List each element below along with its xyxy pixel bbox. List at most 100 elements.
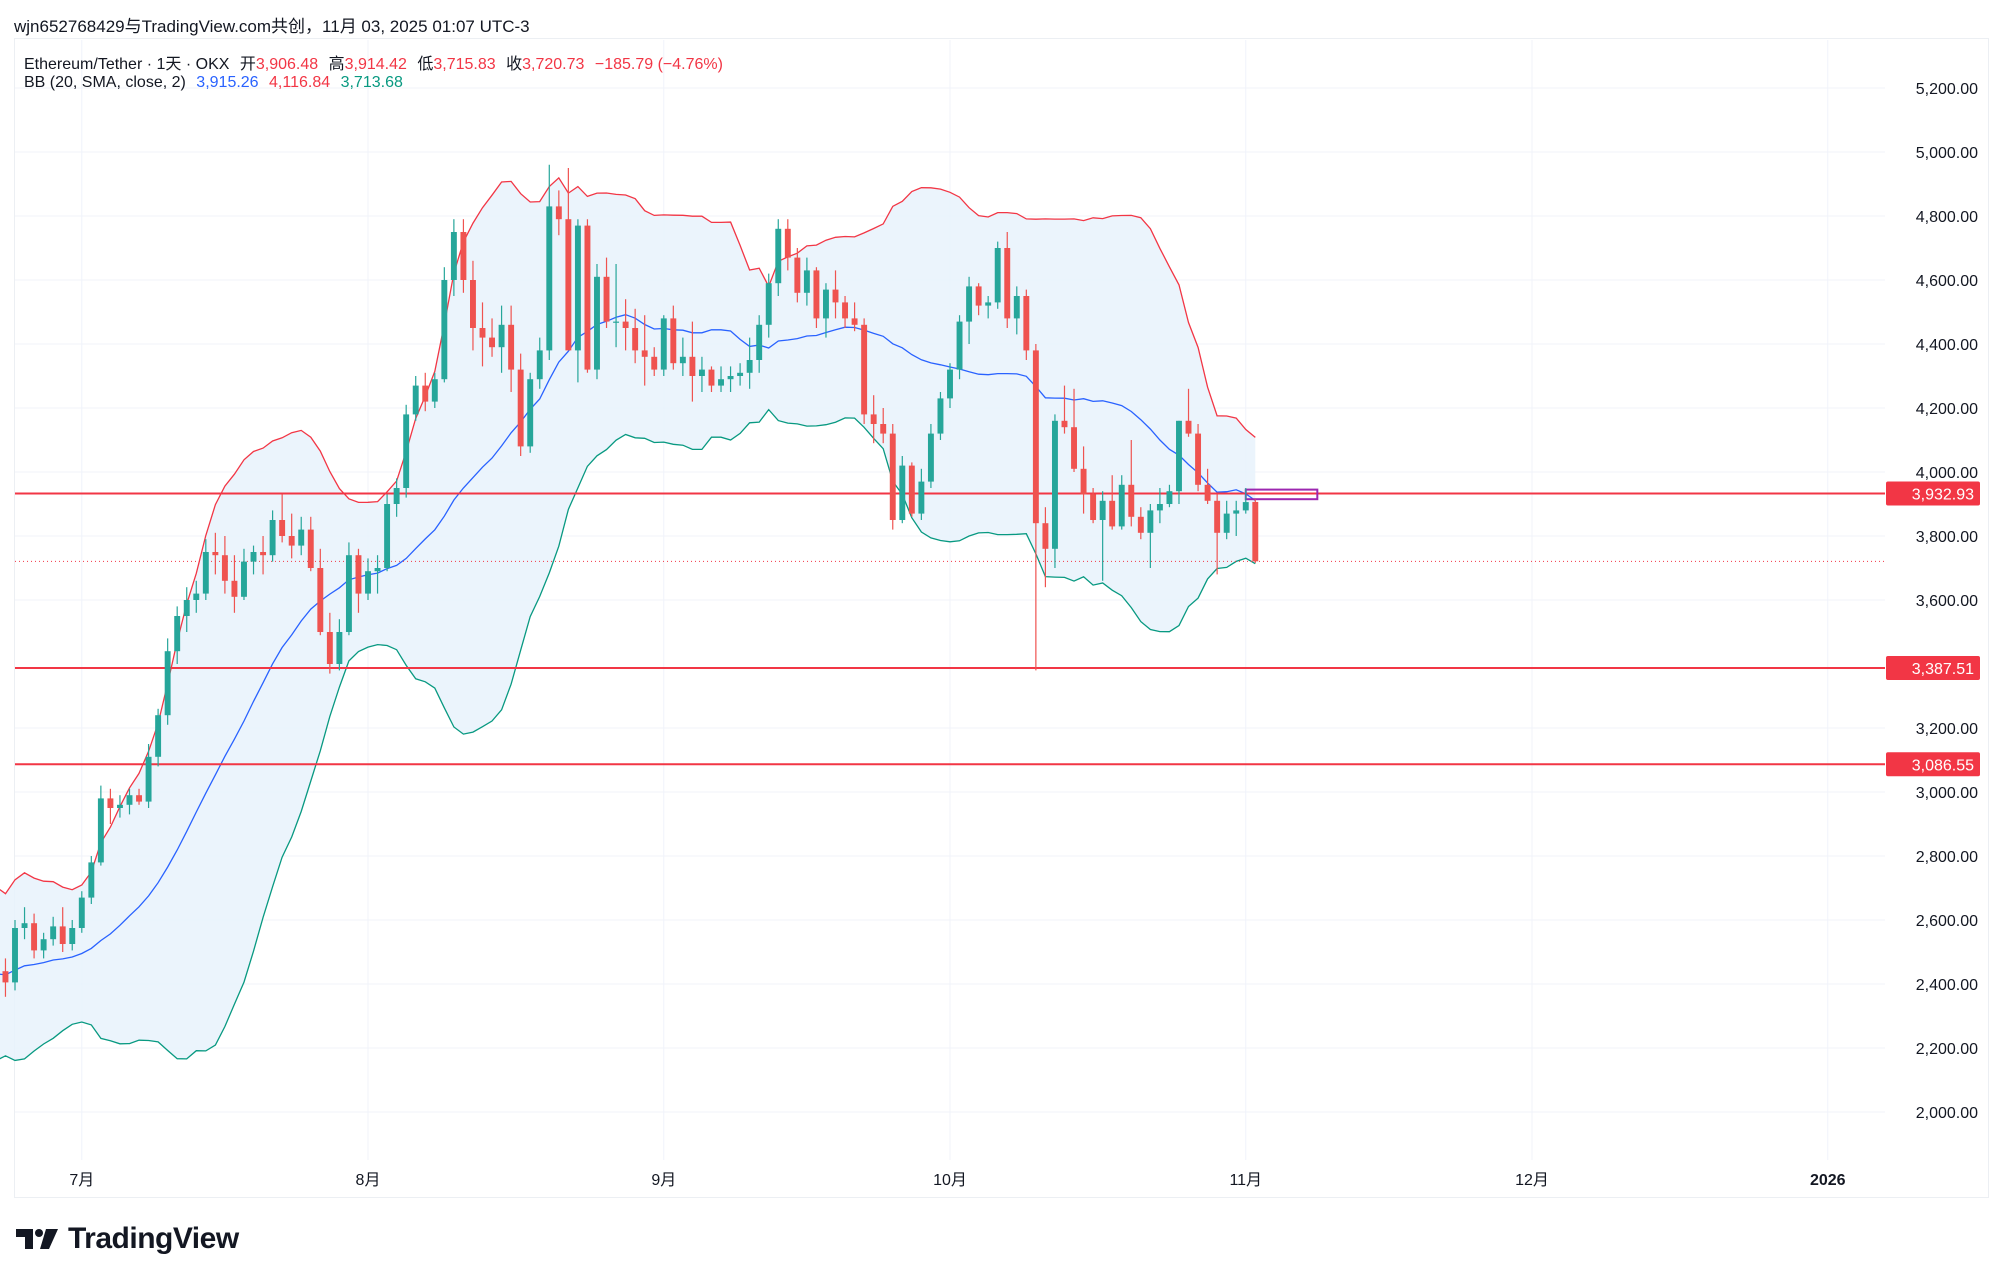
- candle: [1137, 507, 1144, 540]
- candle-body: [975, 286, 982, 306]
- candle-body: [1061, 420, 1068, 428]
- candle-body: [145, 756, 152, 802]
- candle: [384, 494, 391, 572]
- candle-body: [422, 385, 429, 402]
- candle-body: [794, 257, 801, 293]
- symbol-label: Ethereum/Tether · 1天 · OKX: [24, 56, 230, 73]
- price-tick-label: 5,200.00: [1916, 81, 1978, 98]
- candle: [422, 372, 429, 412]
- candle: [145, 744, 152, 808]
- candle: [1214, 494, 1221, 575]
- candle: [59, 907, 66, 952]
- candle: [403, 404, 410, 498]
- candle: [431, 372, 438, 408]
- candle-body: [50, 926, 57, 940]
- bb-legend: BB (20, SMA, close, 2) 3,915.26 4,116.84…: [24, 74, 409, 92]
- level-price-tag: [1886, 655, 1980, 680]
- candle-body: [116, 804, 123, 808]
- candle: [1004, 232, 1011, 328]
- time-tick-label: 8月: [356, 1172, 381, 1189]
- candle: [1051, 414, 1058, 568]
- candle: [1147, 504, 1154, 568]
- candle: [193, 580, 200, 613]
- candle: [498, 305, 505, 373]
- candle: [832, 270, 839, 319]
- candle: [622, 299, 629, 351]
- candle-body: [288, 536, 295, 546]
- candle: [69, 920, 76, 951]
- candle: [584, 219, 591, 373]
- candle-body: [355, 555, 362, 594]
- candlestick-chart[interactable]: 5,200.00 5,000.00 4,800.00 4,600.00 4,400.00…: [0, 0, 1999, 1200]
- candle-body: [746, 360, 753, 373]
- candle-body: [498, 324, 505, 348]
- candle-body: [69, 928, 76, 944]
- time-axis: 7月 8月 9月 10月 11月 12月 2026: [69, 1172, 1845, 1189]
- time-tick-label: 12月: [1515, 1172, 1549, 1189]
- candle-body: [1004, 248, 1011, 319]
- level-price-tag: [1886, 481, 1980, 506]
- candle-body: [431, 379, 438, 402]
- candle-body: [231, 580, 238, 597]
- candle-body: [698, 369, 705, 376]
- candle: [613, 264, 620, 348]
- candle: [889, 424, 896, 530]
- candle-body: [574, 225, 581, 351]
- level-price-tag-text: 3,387.51: [1912, 661, 1974, 678]
- candle-body: [441, 280, 448, 380]
- candle-body: [403, 414, 410, 488]
- price-tick-label: 2,000.00: [1916, 1105, 1978, 1122]
- candle: [450, 219, 457, 296]
- candle: [374, 555, 381, 594]
- candle: [241, 548, 247, 600]
- bb-upper-value: 4,116.84: [269, 74, 331, 91]
- candle: [508, 305, 515, 392]
- candle: [326, 612, 333, 674]
- candle-body: [97, 798, 104, 863]
- candle-body: [279, 520, 286, 536]
- level-price-tag-text: 3,932.93: [1912, 486, 1974, 503]
- candle: [899, 456, 906, 524]
- candle-body: [384, 504, 391, 568]
- candle-body: [40, 939, 47, 951]
- candle-body: [412, 385, 419, 415]
- candle-body: [260, 552, 267, 556]
- candle-body: [908, 465, 915, 514]
- candle-body: [737, 372, 744, 376]
- candle-body: [594, 276, 600, 370]
- candle: [250, 545, 257, 575]
- candle: [12, 920, 18, 991]
- price-tick-label: 3,000.00: [1916, 785, 1978, 802]
- candle-body: [221, 555, 228, 581]
- candle: [1185, 388, 1192, 437]
- candle-body: [679, 356, 686, 364]
- candle: [918, 468, 925, 520]
- candle: [40, 932, 47, 959]
- candle-body: [603, 276, 610, 322]
- candle-body: [803, 270, 810, 293]
- level-price-tag: [1886, 752, 1980, 777]
- candle-body: [336, 632, 343, 664]
- candle: [660, 315, 667, 376]
- candle-body: [164, 651, 171, 716]
- bollinger-band: [0, 176, 1256, 1062]
- candle: [1166, 484, 1173, 508]
- candle: [1071, 388, 1077, 472]
- candle: [861, 318, 868, 424]
- candle-body: [689, 356, 696, 376]
- price-tick-label: 4,800.00: [1916, 209, 1978, 226]
- candle: [937, 392, 944, 440]
- candle-body: [1023, 296, 1030, 351]
- price-tick-label: 3,600.00: [1916, 593, 1978, 610]
- candle-body: [470, 280, 476, 328]
- candle-body: [317, 568, 324, 632]
- candle: [1156, 488, 1163, 524]
- candle: [393, 478, 400, 517]
- candle: [689, 321, 696, 402]
- candle: [1090, 488, 1097, 524]
- open-label: 开3,906.48: [239, 56, 319, 73]
- candle-body: [326, 632, 333, 664]
- candle: [1061, 385, 1068, 434]
- tradingview-brand[interactable]: TradingView: [16, 1222, 239, 1256]
- candle: [231, 555, 238, 613]
